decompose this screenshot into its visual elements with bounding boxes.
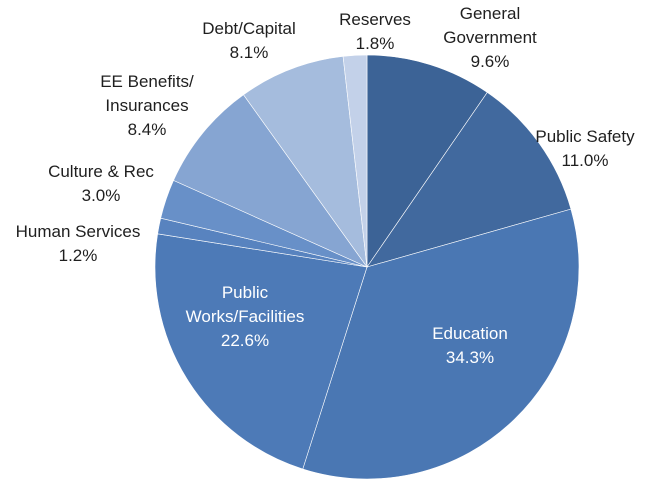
slice-label-public-works-facilities: Public Works/Facilities 22.6% (186, 283, 305, 350)
slice-value-label: 8.4% (128, 120, 167, 139)
slice-name-label: Debt/Capital (202, 19, 296, 38)
pie-slices (154, 54, 580, 480)
slice-value-label: 3.0% (82, 186, 121, 205)
slice-name-label: Public (222, 283, 269, 302)
slice-value-label: 34.3% (446, 348, 494, 367)
slice-value-label: 9.6% (471, 52, 510, 71)
pie-slice-reserves (342, 54, 368, 268)
pie-slice-debt-capital (243, 56, 368, 269)
slice-value-label: 8.1% (230, 43, 269, 62)
slice-name-label: Government (443, 28, 537, 47)
slice-label-education: Education 34.3% (432, 324, 508, 367)
slice-name-label: General (460, 4, 520, 23)
slice-value-label: 1.8% (356, 34, 395, 53)
slice-name-label: EE Benefits/ (100, 72, 194, 91)
pie-slice-education (302, 208, 580, 480)
slice-label-ee-benefits-insurances: EE Benefits/Insurances 8.4% (100, 72, 194, 139)
slice-label-debt-capital: Debt/Capital 8.1% (202, 19, 296, 62)
slice-name-label: Culture & Rec (48, 162, 154, 181)
slice-value-label: 11.0% (562, 151, 609, 170)
slice-label-general-government: General Government 9.6% (443, 4, 537, 71)
slice-label-human-services: Human Services 1.2% (16, 222, 141, 265)
pie-slice-ee-benefits-insurances (173, 94, 368, 268)
slice-name-label: Works/Facilities (186, 307, 305, 326)
slice-value-label: 1.2% (59, 246, 98, 265)
slice-name-label: Human Services (16, 222, 141, 241)
slice-name-label: Insurances (105, 96, 188, 115)
slice-label-culture-rec: Culture & Rec 3.0% (48, 162, 154, 205)
slice-label-reserves: Reserves 1.8% (339, 10, 411, 53)
slice-name-label: Public Safety (535, 127, 635, 146)
pie-slice-public-works-facilities (154, 233, 368, 470)
pie-slice-general-government (366, 54, 488, 268)
slice-name-label: Education (432, 324, 508, 343)
slice-name-label: Reserves (339, 10, 411, 29)
slice-label-public-safety: Public Safety 11.0% (535, 127, 635, 170)
pie-labels: General Government 9.6% Public Safety 11.0% E… (16, 4, 635, 367)
slice-value-label: 22.6% (221, 331, 269, 350)
